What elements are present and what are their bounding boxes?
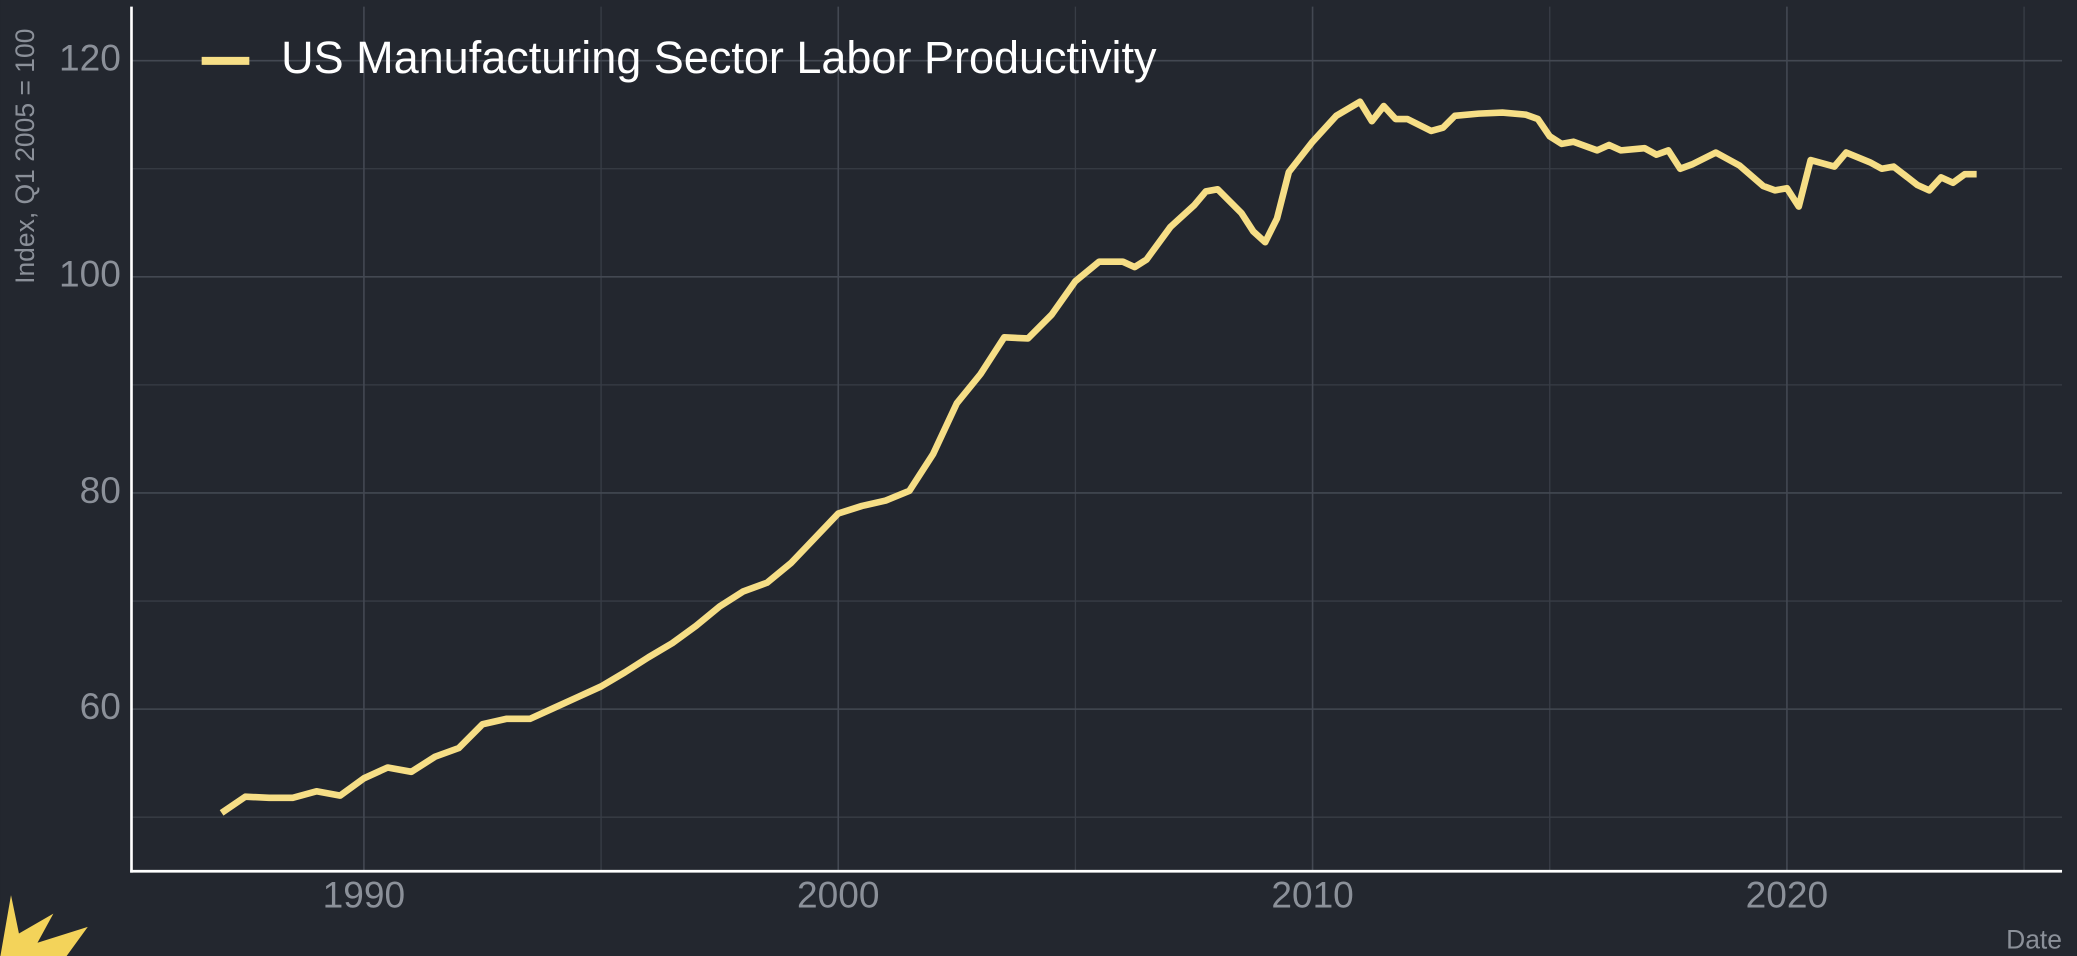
x-tick-label: 2000 xyxy=(797,874,879,916)
x-tick-label: 2020 xyxy=(1746,874,1828,916)
x-tick-label: 2010 xyxy=(1271,874,1353,916)
y-tick-label: 100 xyxy=(59,253,121,295)
y-tick-label: 80 xyxy=(80,469,121,511)
logo xyxy=(0,895,88,956)
x-tick-label: 1990 xyxy=(323,874,405,916)
legend-label: US Manufacturing Sector Labor Productivi… xyxy=(281,32,1157,83)
data-line xyxy=(219,98,1977,816)
x-axis-label: Date xyxy=(2006,924,2062,954)
y-axis-label: Index, Q1 2005 = 100 xyxy=(10,29,40,284)
y-tick-label: 120 xyxy=(59,36,121,78)
y-tick-label: 60 xyxy=(80,685,121,727)
